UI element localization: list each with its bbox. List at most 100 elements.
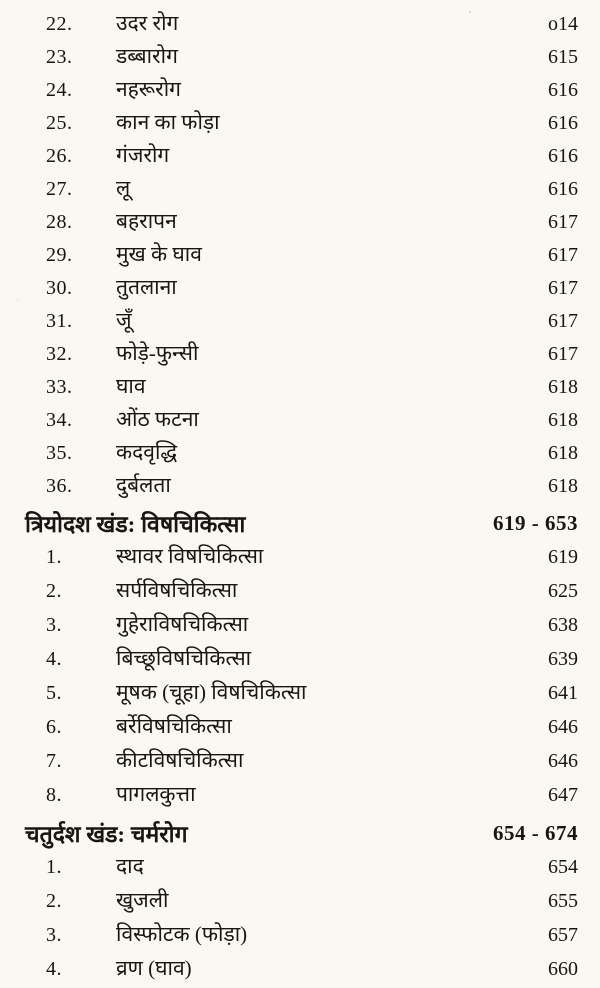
toc-section: चतुर्दश खंड: चर्मरोग 654 - 674 1. दाद 654 2. ख…: [0, 814, 600, 988]
entry-title: बहरापन: [116, 209, 177, 233]
entry-title: नहरूरोग: [116, 77, 181, 101]
entry-page-number: 617: [548, 277, 578, 299]
entry-number: 26.: [46, 145, 73, 167]
toc-entry-row: 29. मुख के घाव 617: [0, 240, 600, 273]
entry-number: 6.: [46, 716, 62, 738]
entry-number: 4.: [46, 648, 62, 670]
entry-number: 24.: [46, 79, 73, 101]
entry-page-number: 660: [548, 958, 578, 980]
toc-entry-row: 4. बिच्छूविषचिकित्सा 639: [0, 644, 600, 678]
entry-page-number: 618: [548, 409, 578, 431]
entry-title: खुजली: [116, 888, 169, 912]
toc-entry-row: 30. तुतलाना 617: [0, 273, 600, 306]
entry-title: ओंठ फटना: [116, 407, 199, 431]
toc-entry-row: 1. स्थावर विषचिकित्सा 619: [0, 542, 600, 576]
entry-page-number: 616: [548, 79, 578, 101]
entry-page-number: o14: [548, 13, 578, 35]
toc-entry-row: 26. गंजरोग 616: [0, 141, 600, 174]
toc-entry-row: 28. बहरापन 617: [0, 207, 600, 240]
toc-entry-row: 24. नहरूरोग 616: [0, 75, 600, 108]
entry-title: जूँ: [116, 308, 132, 332]
entry-page-number: 618: [548, 376, 578, 398]
entry-page-number: 616: [548, 178, 578, 200]
toc-entry-row: 3. गुहेराविषचिकित्सा 638: [0, 610, 600, 644]
entry-number: 33.: [46, 376, 73, 398]
entry-number: 22.: [46, 13, 73, 35]
entry-title: गुहेराविषचिकित्सा: [116, 612, 249, 636]
entry-page-number: 617: [548, 211, 578, 233]
entry-page-number: 654: [548, 856, 578, 878]
entry-number: 27.: [46, 178, 73, 200]
entry-title: स्थावर विषचिकित्सा: [116, 544, 264, 568]
entry-number: 30.: [46, 277, 73, 299]
entry-title: कान का फोड़ा: [116, 110, 220, 134]
entry-page-number: 616: [548, 145, 578, 167]
entry-number: 3.: [46, 614, 62, 636]
entry-title: बिच्छूविषचिकित्सा: [116, 646, 252, 670]
toc-entry-row: 22. उदर रोग o14: [0, 9, 600, 42]
entry-title: गंजरोग: [116, 143, 170, 167]
toc-entry-row: 27. लू 616: [0, 174, 600, 207]
table-of-contents: 22. उदर रोग o14 23. डब्बारोग 615 24. नहरूरोग 616…: [0, 9, 600, 988]
entry-title: दाद: [116, 854, 144, 878]
entry-title: पागलकुत्ता: [116, 782, 196, 806]
toc-entry-row: 34. ओंठ फटना 618: [0, 405, 600, 438]
entry-page-number: 641: [548, 682, 578, 704]
entry-title: लू: [116, 176, 131, 200]
entry-title: मुख के घाव: [116, 242, 202, 266]
entry-title: डब्बारोग: [116, 44, 178, 68]
toc-entry-row: 35. कदवृद्धि 618: [0, 438, 600, 471]
toc-entry-row: 23. डब्बारोग 615: [0, 42, 600, 75]
entry-title: उदर रोग: [116, 11, 179, 35]
entry-title: कदवृद्धि: [116, 440, 178, 464]
entry-title: व्रण (घाव): [116, 956, 192, 980]
entry-page-number: 646: [548, 750, 578, 772]
entry-page-number: 638: [548, 614, 578, 636]
entry-page-number: 625: [548, 580, 578, 602]
entry-title: बर्रेविषचिकित्सा: [116, 714, 232, 738]
entry-title: मूषक (चूहा) विषचिकित्सा: [116, 680, 307, 704]
toc-entry-row: 4. व्रण (घाव) 660: [0, 954, 600, 988]
toc-entry-row: 31. जूँ 617: [0, 306, 600, 339]
toc-entry-row: 25. कान का फोड़ा 616: [0, 108, 600, 141]
section-heading-page-range: 619 - 653: [493, 510, 578, 535]
toc-entry-row: 5. मूषक (चूहा) विषचिकित्सा 641: [0, 678, 600, 712]
entry-title: फोड़े-फुन्सी: [116, 341, 199, 365]
entry-title: तुतलाना: [116, 275, 177, 299]
toc-entry-row: 32. फोड़े-फुन्सी 617: [0, 339, 600, 372]
entry-page-number: 617: [548, 343, 578, 365]
section-heading-row: चतुर्दश खंड: चर्मरोग 654 - 674: [0, 814, 600, 852]
entry-page-number: 616: [548, 112, 578, 134]
entry-number: 4.: [46, 958, 62, 980]
entry-number: 7.: [46, 750, 62, 772]
entry-number: 35.: [46, 442, 73, 464]
toc-entry-row: 6. बर्रेविषचिकित्सा 646: [0, 712, 600, 746]
entry-page-number: 657: [548, 924, 578, 946]
entry-page-number: 618: [548, 442, 578, 464]
toc-entry-row: 2. सर्पविषचिकित्सा 625: [0, 576, 600, 610]
toc-entry-row: 3. विस्फोटक (फोड़ा) 657: [0, 920, 600, 954]
entry-number: 29.: [46, 244, 73, 266]
entry-number: 31.: [46, 310, 73, 332]
entry-number: 5.: [46, 682, 62, 704]
toc-entry-row: 8. पागलकुत्ता 647: [0, 780, 600, 814]
entry-number: 2.: [46, 580, 62, 602]
toc-entry-row: 7. कीटविषचिकित्सा 646: [0, 746, 600, 780]
entry-number: 25.: [46, 112, 73, 134]
entry-number: 23.: [46, 46, 73, 68]
entry-number: 34.: [46, 409, 73, 431]
entry-title: विस्फोटक (फोड़ा): [116, 922, 248, 946]
entry-title: सर्पविषचिकित्सा: [116, 578, 238, 602]
entry-number: 2.: [46, 890, 62, 912]
entry-page-number: 655: [548, 890, 578, 912]
entry-number: 36.: [46, 475, 73, 497]
entry-title: घाव: [116, 374, 146, 398]
entry-number: 8.: [46, 784, 62, 806]
entry-title: कीटविषचिकित्सा: [116, 748, 244, 772]
entry-page-number: 615: [548, 46, 578, 68]
toc-entry-row: 1. दाद 654: [0, 852, 600, 886]
entry-number: 1.: [46, 856, 62, 878]
entry-page-number: 639: [548, 648, 578, 670]
toc-section: त्रियोदश खंड: विषचिकित्सा 619 - 653 1. स्था…: [0, 504, 600, 814]
toc-entry-row: 33. घाव 618: [0, 372, 600, 405]
